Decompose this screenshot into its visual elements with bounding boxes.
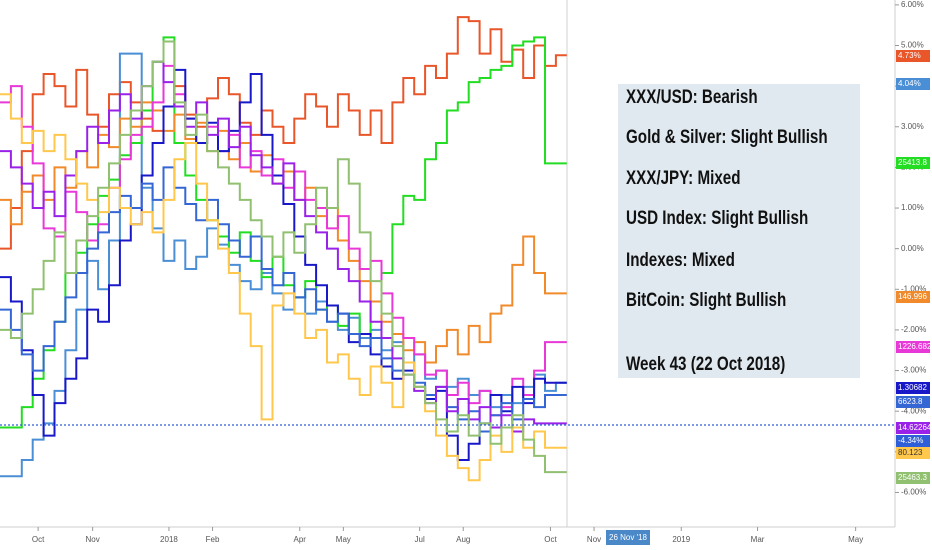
price-label-bg: [896, 472, 930, 484]
price-label: 80.123: [898, 448, 923, 457]
x-tick-label: 2019: [672, 535, 690, 544]
price-label: 14.62264: [898, 423, 932, 432]
annotation-line: Gold & Silver: Slight Bullish: [626, 125, 828, 147]
y-tick-label: -1.00%: [901, 284, 926, 293]
price-label-bg: [896, 447, 930, 459]
annotation-lines: XXX/USD: Bearish Gold & Silver: Slight Bu…: [626, 85, 828, 374]
crosshair-label: 26 Nov '18: [609, 533, 648, 542]
x-tick-label: Nov: [587, 535, 601, 544]
series-line: [0, 52, 567, 478]
price-label: -4.34%: [898, 436, 923, 445]
plot: [0, 16, 895, 482]
series-line: [0, 40, 567, 474]
series-line: [0, 60, 567, 433]
x-tick-label: Mar: [751, 535, 765, 544]
x-tick-label: Nov: [86, 535, 100, 544]
price-label-bg: [896, 291, 930, 303]
y-tick-label: -4.00%: [901, 406, 926, 415]
price-label-bg: [896, 422, 930, 434]
series-line: [0, 16, 567, 250]
y-tick-label: -6.00%: [901, 488, 926, 497]
price-label-bg: [896, 78, 930, 90]
annotation-line: XXX/USD: Bearish: [626, 85, 758, 107]
price-label: 1.30682: [898, 383, 927, 392]
annotation-line: BitCoin: Slight Bullish: [626, 288, 786, 310]
price-label-bg: [896, 341, 930, 353]
annotation-line: Indexes: Mixed: [626, 248, 735, 270]
x-tick-label: Oct: [544, 535, 557, 544]
annotation-text: XXX/USD: Bearish Gold & Silver: Slight Bu…: [626, 85, 828, 374]
annotation-line: USD Index: Slight Bullish: [626, 206, 808, 228]
annotation-line: Week 43 (22 Oct 2018): [626, 352, 785, 374]
x-tick-label: Jul: [415, 535, 425, 544]
price-label: 25413.8: [898, 158, 927, 167]
annotation-box: [618, 84, 860, 378]
price-label: 1226.682: [898, 342, 932, 351]
x-tick-label: Feb: [206, 535, 220, 544]
price-label: 146.996: [898, 292, 927, 301]
y-tick-label: -3.00%: [901, 366, 926, 375]
price-label: 25463.3: [898, 473, 927, 482]
y-tick-label: 3.00%: [901, 122, 924, 131]
price-label: 4.73%: [898, 51, 921, 60]
x-tick-label: Aug: [456, 535, 470, 544]
axes: 6.00%5.00%4.00%3.00%2.00%1.00%0.00%-1.00…: [32, 0, 932, 544]
x-tick-label: May: [848, 535, 863, 544]
price-label-bg: [896, 382, 930, 394]
y-tick-label: 6.00%: [901, 0, 924, 9]
y-tick-label: 1.00%: [901, 203, 924, 212]
y-tick-label: 0.00%: [901, 244, 924, 253]
x-tick-label: 2018: [160, 535, 178, 544]
price-label: 4.04%: [898, 79, 921, 88]
price-label-bg: [896, 50, 930, 62]
x-tick-label: Apr: [294, 535, 307, 544]
y-tick-label: 5.00%: [901, 41, 924, 50]
y-tick-label: -2.00%: [901, 325, 926, 334]
crosshair-label-bg: [606, 530, 650, 545]
price-label-bg: [896, 157, 930, 169]
x-tick-label: May: [336, 535, 351, 544]
annotation-line: XXX/JPY: Mixed: [626, 166, 740, 188]
price-label: 6623.8: [898, 397, 923, 406]
price-label-bg: [896, 396, 930, 408]
series-line: [0, 93, 567, 482]
x-tick-label: Oct: [32, 535, 45, 544]
price-label-bg: [896, 435, 930, 447]
